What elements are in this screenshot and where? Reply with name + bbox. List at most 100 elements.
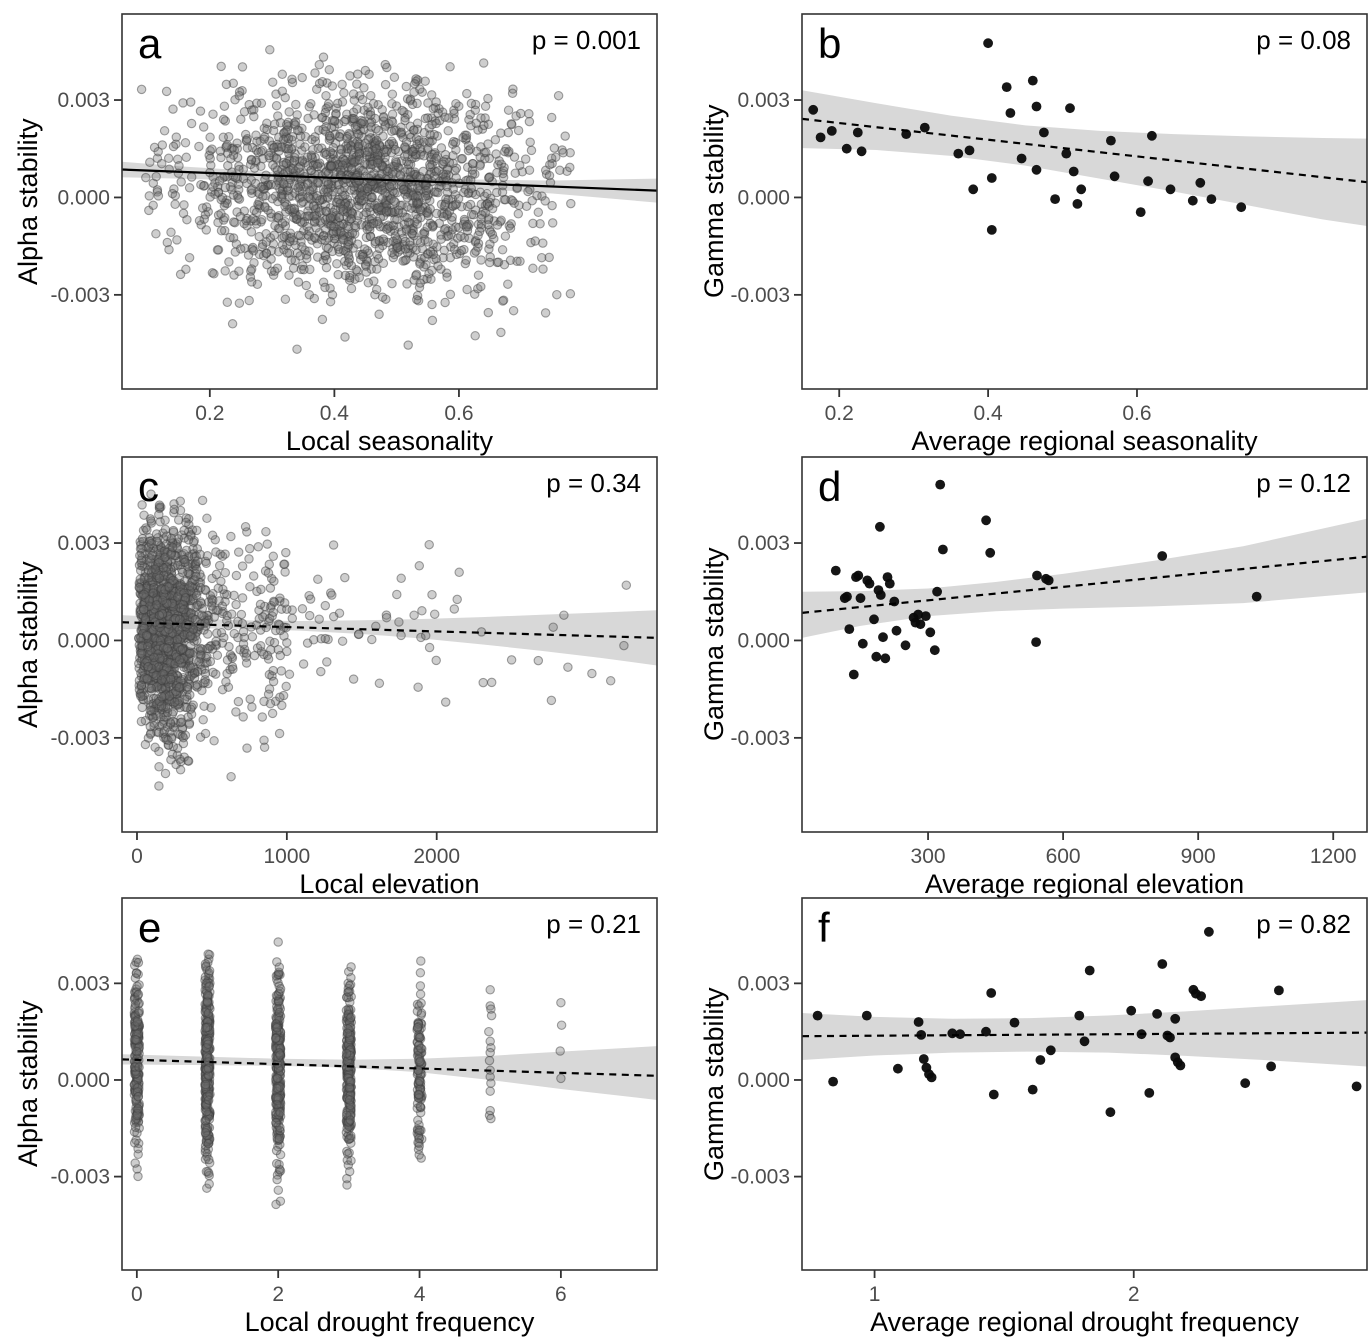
trend-line <box>122 168 657 192</box>
panel-f-plot: 1 2 0.003 0.000 -0.003 <box>730 897 1368 1306</box>
plot-area <box>122 489 657 791</box>
x-tick-label: 0 <box>131 845 143 868</box>
y-tick-label: 0.000 <box>57 1069 110 1092</box>
panel-c: 0 1000 2000 0.003 0.000 -0.003 Alpha stabilit… <box>0 446 686 899</box>
p-value-label: p = 0.001 <box>531 25 641 55</box>
scatter-points <box>808 38 1247 235</box>
scatter-points <box>129 937 567 1210</box>
x-tick-label: 0.2 <box>825 402 854 425</box>
panel-letter: c <box>138 463 159 510</box>
x-tick-label: 0.4 <box>320 402 350 425</box>
scatter-points <box>830 479 1262 680</box>
x-tick-label: 600 <box>1046 845 1081 868</box>
y-tick-label: -0.003 <box>50 284 110 307</box>
y-tick-label: -0.003 <box>730 727 790 750</box>
y-tick-label: 0.000 <box>737 629 790 652</box>
panel-border <box>801 456 1368 833</box>
x-tick-label: 2 <box>272 1283 284 1306</box>
trend-line <box>122 621 657 639</box>
x-tick-label: 6 <box>555 1283 567 1306</box>
x-axis-title: Average regional drought frequency <box>870 1307 1299 1337</box>
x-axis-title: Average regional elevation <box>924 869 1245 899</box>
confidence-band <box>122 1046 657 1100</box>
y-axis-title: Gamma stability <box>699 104 729 299</box>
trend-line <box>802 1031 1367 1038</box>
confidence-band <box>802 1000 1367 1067</box>
x-axis-title: Average regional seasonality <box>911 426 1258 456</box>
panel-e: 0 2 4 6 0.003 0.000 -0.003 Alpha stability e p… <box>0 890 686 1338</box>
x-tick-label: 0.2 <box>195 402 224 425</box>
y-tick-label: 0.003 <box>737 89 790 112</box>
y-tick-label: -0.003 <box>730 1166 790 1189</box>
y-tick-label: 0.000 <box>737 1069 790 1092</box>
panel-border <box>121 456 658 833</box>
y-tick-label: 0.003 <box>57 532 110 555</box>
x-tick-label: 2 <box>1128 1283 1140 1306</box>
y-axis-title: Alpha stability <box>13 561 43 728</box>
y-tick-label: -0.003 <box>50 727 110 750</box>
panel-letter: d <box>818 463 842 510</box>
x-tick-label: 1200 <box>1310 845 1357 868</box>
panel-b: 0.2 0.4 0.6 0.003 0.000 -0.003 Gamma stabilit… <box>686 0 1372 456</box>
p-value-label: p = 0.21 <box>546 909 641 939</box>
panel-border <box>801 897 1368 1271</box>
trend-line <box>122 1058 657 1077</box>
panel-a: 0.2 0.4 0.6 0.003 0.000 -0.003 Alpha stabilit… <box>0 0 686 456</box>
confidence-band <box>122 610 657 666</box>
x-tick-label: 0.6 <box>1122 402 1151 425</box>
p-value-label: p = 0.12 <box>1256 468 1351 498</box>
x-tick-label: 1000 <box>263 845 310 868</box>
p-value-label: p = 0.34 <box>546 468 641 498</box>
plot-area <box>122 45 657 354</box>
panel-a-plot: 0.2 0.4 0.6 0.003 0.000 -0.003 <box>50 13 658 425</box>
x-tick-label: 0.6 <box>444 402 473 425</box>
panel-border <box>121 897 658 1271</box>
panel-f: 1 2 0.003 0.000 -0.003 Gamma stability f p =… <box>686 890 1372 1338</box>
x-tick-label: 0.4 <box>973 402 1003 425</box>
p-value-label: p = 0.08 <box>1256 25 1351 55</box>
y-tick-label: 0.000 <box>57 186 110 209</box>
y-tick-label: 0.000 <box>57 629 110 652</box>
panel-border <box>801 13 1368 390</box>
y-axis-title: Alpha stability <box>13 118 43 285</box>
panel-c-plot: 0 1000 2000 0.003 0.000 -0.003 <box>50 456 658 868</box>
y-tick-label: 0.003 <box>57 89 110 112</box>
scatter-points <box>812 926 1362 1118</box>
panel-letter: e <box>138 904 162 951</box>
p-value-label: p = 0.82 <box>1256 909 1351 939</box>
y-axis-title: Gamma stability <box>699 547 729 742</box>
x-tick-label: 300 <box>911 845 946 868</box>
confidence-band <box>122 161 657 203</box>
panel-letter: f <box>818 904 830 951</box>
x-axis-title: Local seasonality <box>285 426 494 456</box>
x-tick-label: 1 <box>869 1283 881 1306</box>
panel-letter: b <box>818 20 842 67</box>
plot-area <box>122 937 657 1210</box>
plot-area <box>802 479 1367 680</box>
panel-letter: a <box>138 20 162 67</box>
panel-d: 300 600 900 1200 0.003 0.000 -0.003 Gamma stab… <box>686 446 1372 899</box>
y-tick-label: -0.003 <box>730 284 790 307</box>
x-tick-label: 4 <box>414 1283 426 1306</box>
plot-area <box>802 38 1367 235</box>
x-tick-label: 900 <box>1181 845 1216 868</box>
x-axis-title: Local drought frequency <box>244 1307 535 1337</box>
x-tick-label: 0 <box>131 1283 143 1306</box>
y-tick-label: 0.000 <box>737 186 790 209</box>
x-tick-label: 2000 <box>413 845 460 868</box>
y-tick-label: 0.003 <box>737 972 790 995</box>
scatter-points <box>134 489 632 791</box>
panel-d-plot: 300 600 900 1200 0.003 0.000 -0.003 <box>730 456 1368 868</box>
y-axis-title: Gamma stability <box>699 987 729 1181</box>
y-tick-label: 0.003 <box>57 972 110 995</box>
x-axis-title: Local elevation <box>299 869 480 899</box>
confidence-band <box>802 90 1367 227</box>
plot-area <box>802 926 1367 1118</box>
confidence-band <box>802 518 1367 638</box>
panel-border <box>121 13 658 390</box>
panel-b-plot: 0.2 0.4 0.6 0.003 0.000 -0.003 <box>730 13 1368 425</box>
y-axis-title: Alpha stability <box>13 1000 43 1168</box>
y-tick-label: -0.003 <box>50 1166 110 1189</box>
panel-e-plot: 0 2 4 6 0.003 0.000 -0.003 <box>50 897 658 1306</box>
scatter-points <box>136 45 576 354</box>
